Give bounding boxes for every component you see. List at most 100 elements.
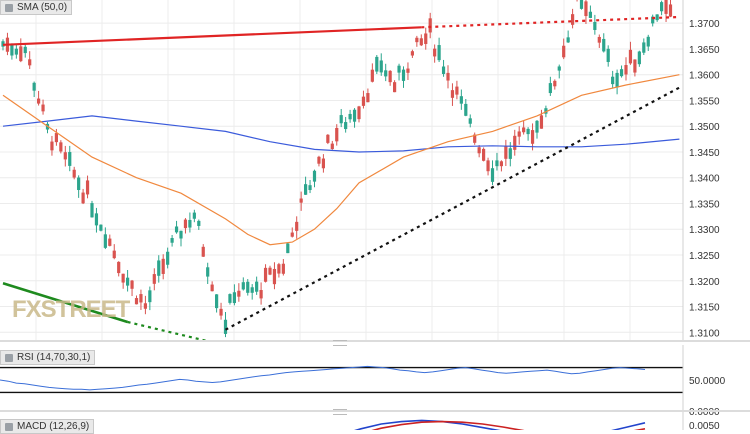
candle-body <box>566 37 570 43</box>
price-chart-pane[interactable]: 1.3700 1.3650 1.3600 1.3550 1.3500 1.3450 1.34… <box>0 0 750 355</box>
y-tick-label: 1.3150 <box>689 303 720 314</box>
candle-body <box>344 122 348 130</box>
macd-line <box>354 419 646 430</box>
sma-indicator-label[interactable]: SMA (50,0) <box>0 0 73 15</box>
candle-body <box>286 243 290 254</box>
pane-resize-handle[interactable] <box>333 340 347 346</box>
candle-body <box>210 284 214 292</box>
support-trendline <box>224 86 680 331</box>
candle-body <box>263 267 268 282</box>
candle-body <box>223 319 228 334</box>
candle-body <box>401 69 406 81</box>
candle-body <box>174 226 179 233</box>
candle-body <box>513 135 517 150</box>
rsi-line <box>0 365 646 391</box>
candle-body <box>134 298 139 305</box>
candle-body <box>281 263 285 274</box>
candle-body <box>664 0 668 14</box>
candle-body <box>504 145 508 159</box>
candle-body <box>544 108 548 114</box>
macd-indicator-label[interactable]: MACD (12,26,9) <box>0 419 95 434</box>
candle-body <box>228 294 232 303</box>
candle-body <box>139 294 143 303</box>
y-tick-label: 1.3100 <box>689 328 720 339</box>
candle-body <box>593 22 597 30</box>
candle-body <box>201 246 205 257</box>
indicator-settings-icon <box>5 4 13 12</box>
rsi-chart: 50.0000 0.0000 <box>0 345 726 418</box>
candle-body <box>121 273 125 283</box>
candle-body <box>77 177 81 191</box>
pane-resize-handle[interactable] <box>333 409 347 415</box>
candle-body <box>660 2 664 12</box>
candle-body <box>63 152 67 160</box>
candle-body <box>530 130 535 144</box>
candle-body <box>557 66 561 71</box>
candle-body <box>655 14 659 21</box>
y-tick-label: 1.3700 <box>689 19 720 30</box>
candle-body <box>99 224 103 231</box>
candle-body <box>611 76 615 85</box>
candle-body <box>308 185 312 191</box>
candle-body <box>41 104 45 112</box>
candle-body <box>352 109 357 122</box>
candle-body <box>148 290 152 303</box>
candle-body <box>464 103 468 116</box>
candle-body <box>522 127 526 133</box>
candle-body <box>646 36 650 47</box>
candle-body <box>455 86 459 95</box>
candle-body <box>370 69 374 82</box>
candle-body <box>10 43 14 56</box>
candle-body <box>361 96 366 106</box>
candle-body <box>548 83 552 94</box>
candle-body <box>143 303 147 309</box>
fxstreet-watermark: FXSTREET <box>12 296 130 323</box>
candle-body <box>348 113 352 120</box>
macd-pane[interactable]: 0.0050 <box>0 415 750 430</box>
candle-body <box>628 49 633 64</box>
candle-body <box>197 220 201 226</box>
rsi-indicator-label[interactable]: RSI (14,70,30,1) <box>0 350 96 365</box>
candle-body <box>90 203 94 218</box>
y-tick-label: 0.0000 <box>689 407 720 415</box>
candle-body <box>304 184 308 195</box>
candle-body <box>28 59 32 66</box>
candle-body <box>606 48 610 62</box>
y-tick-label: 1.3550 <box>689 96 720 107</box>
candle-body <box>571 14 575 25</box>
candle-body <box>161 258 165 274</box>
y-tick-label: 1.3350 <box>689 199 720 210</box>
candle-body <box>299 198 303 203</box>
candle-body <box>335 127 339 142</box>
candle-body <box>108 238 112 246</box>
candle-body <box>619 69 624 77</box>
y-tick-label: 1.3200 <box>689 277 720 288</box>
candle-body <box>437 45 441 61</box>
candle-body <box>508 148 512 159</box>
resistance-projection-line <box>421 15 680 29</box>
sma-fast-line <box>2 74 680 246</box>
candle-body <box>495 160 499 167</box>
candle-body <box>490 168 495 182</box>
candle-body <box>553 80 557 87</box>
candle-body <box>499 161 503 167</box>
candle-body <box>651 16 655 24</box>
candle-body <box>419 38 423 46</box>
candle-body <box>393 82 397 93</box>
macd-chart: 0.0050 <box>354 415 720 430</box>
candle-body <box>206 267 210 277</box>
y-tick-label: 0.0050 <box>689 421 720 430</box>
candle-body <box>326 134 330 143</box>
candle-body <box>219 308 223 316</box>
candle-body <box>272 268 277 285</box>
candle-body <box>388 70 392 83</box>
candle-body <box>23 46 27 54</box>
candle-body <box>255 281 259 292</box>
candle-body <box>19 46 23 62</box>
y-tick-label: 1.3400 <box>689 174 720 185</box>
rsi-pane[interactable]: 50.0000 0.0000 <box>0 345 750 418</box>
candle-body <box>85 180 90 195</box>
y-tick-label: 1.3300 <box>689 225 720 236</box>
y-tick-label: 1.3250 <box>689 251 720 262</box>
candle-body <box>81 192 85 204</box>
